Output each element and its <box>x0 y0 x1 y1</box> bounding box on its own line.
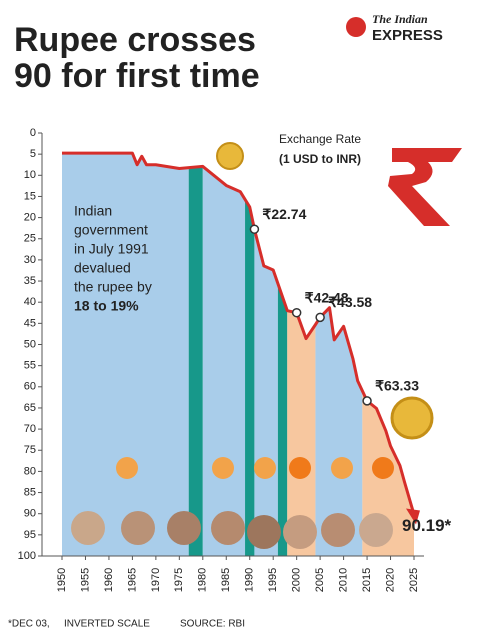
annotation-label: ₹42.48 <box>305 289 349 305</box>
legend-text: (1 USD to INR) <box>279 152 361 166</box>
note-text: in July 1991 <box>74 241 149 257</box>
y-tick-label: 75 <box>24 444 36 456</box>
annotation-dot <box>315 312 325 323</box>
leader-faces <box>71 511 393 549</box>
y-tick-label: 0 <box>30 127 36 139</box>
x-tick-label: 2020 <box>384 568 396 592</box>
x-tick-label: 1960 <box>103 568 115 592</box>
logo: The Indian <box>372 12 428 26</box>
x-tick-label: 1975 <box>173 568 185 592</box>
period-band <box>245 153 255 556</box>
y-tick-label: 30 <box>24 254 36 266</box>
x-tick-label: 2015 <box>361 568 373 592</box>
government-periods <box>62 153 414 556</box>
period-band <box>287 153 316 556</box>
annotation-label: 90.19* <box>402 516 452 535</box>
y-tick-label: 60 <box>24 381 36 393</box>
x-tick-label: 2000 <box>291 568 303 592</box>
title-line: 90 for first time <box>14 57 260 95</box>
period-band <box>254 153 278 556</box>
note-text: the rupee by <box>74 279 152 295</box>
y-tick-label: 50 <box>24 338 36 350</box>
period-band <box>202 153 246 556</box>
logo-icon <box>346 17 366 37</box>
annotation-label: ₹22.74 <box>262 206 306 222</box>
footer-text: SOURCE: RBI <box>180 619 245 630</box>
annotation-dot <box>291 307 302 318</box>
party-symbols <box>116 457 394 479</box>
y-tick-label: 85 <box>24 486 36 498</box>
x-tick-label: 2010 <box>338 568 350 592</box>
y-tick-label: 10 <box>24 169 36 181</box>
annotation-label: ₹63.33 <box>375 378 419 394</box>
y-tick-label: 40 <box>24 296 36 308</box>
period-band <box>277 153 288 556</box>
coin <box>216 142 244 170</box>
period-band <box>315 153 363 556</box>
y-tick-label: 100 <box>18 550 36 562</box>
period-band <box>188 153 203 556</box>
y-tick-label: 35 <box>24 275 36 287</box>
annotation-label: ₹43.58 <box>328 294 372 310</box>
x-tick-label: 1980 <box>197 568 209 592</box>
annotation-dot <box>362 396 372 406</box>
annotation-dot <box>249 224 260 234</box>
y-tick-label: 70 <box>24 423 36 435</box>
footer-text: INVERTED SCALE <box>64 619 150 630</box>
y-tick-label: 5 <box>30 148 36 160</box>
title-line: Rupee crosses <box>14 21 256 59</box>
x-tick-label: 2025 <box>408 568 420 592</box>
y-tick-label: 25 <box>24 233 36 245</box>
note-text: Indian <box>74 203 112 219</box>
coin <box>390 396 434 440</box>
y-tick-label: 95 <box>24 529 36 541</box>
x-tick-label: 1985 <box>220 568 232 592</box>
y-tick-label: 15 <box>24 190 36 202</box>
y-tick-label: 90 <box>24 508 36 520</box>
arrow-head <box>406 508 420 525</box>
x-tick-label: 1990 <box>244 568 256 592</box>
y-tick-label: 65 <box>24 402 36 414</box>
x-tick-label: 1950 <box>56 568 68 592</box>
note-highlight: 18 to 19% <box>74 298 139 314</box>
y-tick-label: 80 <box>24 465 36 477</box>
y-tick-label: 20 <box>24 212 36 224</box>
x-tick-label: 1955 <box>79 568 91 592</box>
x-tick-label: 1995 <box>267 568 279 592</box>
footer-text: *DEC 03, <box>8 619 50 630</box>
y-tick-label: 55 <box>24 360 36 372</box>
legend-text: Exchange Rate <box>279 132 361 146</box>
logo: EXPRESS <box>372 27 443 44</box>
y-tick-label: 45 <box>24 317 36 329</box>
period-band <box>62 153 189 556</box>
x-tick-label: 1965 <box>126 568 138 592</box>
x-tick-label: 1970 <box>150 568 162 592</box>
x-tick-label: 2005 <box>314 568 326 592</box>
rupee-icon <box>388 148 462 226</box>
exchange-rate-line <box>62 151 416 515</box>
note-text: government <box>74 222 148 238</box>
note-text: devalued <box>74 260 131 276</box>
